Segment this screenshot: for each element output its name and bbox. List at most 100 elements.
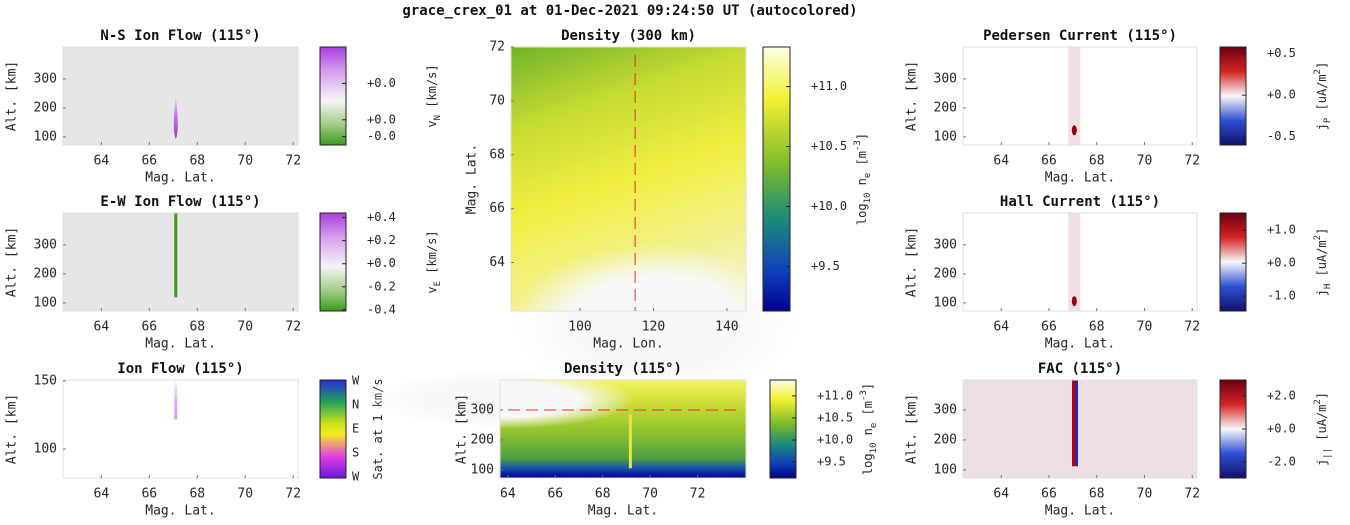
colorbar-tick-label: S: [352, 446, 359, 460]
colorbar-tick-label: W: [352, 470, 360, 484]
panel: Density (300 km) 100 120 140 64 66 68 70 72 Mag. …: [465, 28, 873, 404]
x-tick-label: 72: [1184, 154, 1200, 169]
field-feature: [1071, 380, 1075, 467]
field-feature: [1074, 380, 1078, 467]
y-axis-label: Alt. [km]: [5, 227, 20, 297]
x-tick-label: 140: [715, 320, 738, 335]
colorbar-tick-label: +0.0: [367, 112, 396, 126]
colorbar: [1219, 46, 1247, 146]
y-tick-label: 300: [934, 237, 957, 252]
panel-title: N-S Ion Flow (115°): [100, 28, 260, 44]
field-feature: [1071, 125, 1077, 136]
x-axis-label: Mag. Lat.: [588, 504, 658, 519]
y-axis-label: Alt. [km]: [5, 61, 20, 131]
colorbar-tick-label: +11.0: [811, 79, 847, 93]
plot-frame: [962, 379, 1198, 479]
x-tick-label: 120: [642, 320, 665, 335]
colorbar-label-part: v: [425, 286, 439, 293]
panel: Hall Current (115°) 64 66 68 70 72 100 200 300 Ma…: [905, 194, 1333, 352]
x-tick-label: 64: [94, 154, 110, 169]
y-axis-label: Mag. Lat.: [465, 144, 480, 214]
colorbar-label: log10 ne [m-3]: [859, 383, 879, 475]
colorbar-label-part: [uA/m: [1315, 74, 1329, 117]
colorbar-tick-label: +0.0: [367, 256, 396, 270]
y-tick-label: 100: [934, 129, 957, 144]
y-tick-label: 150: [34, 373, 57, 388]
colorbar-tick-label: -0.4: [367, 302, 396, 316]
colorbar-label-part: n: [855, 178, 869, 192]
colorbar-tick-label: +11.0: [817, 388, 853, 402]
panel-title: Density (300 km): [561, 28, 696, 44]
field-feature: [174, 213, 178, 298]
y-tick-label: 100: [34, 129, 57, 144]
colorbar-label: j|| [uA/m2]: [1313, 392, 1333, 466]
field-feature: [1068, 213, 1081, 311]
panel: Ion Flow (115°) 64 66 68 70 72 100 150 Mag. Lat.…: [5, 361, 385, 519]
field: [63, 47, 298, 145]
colorbar-tick-label: +0.2: [367, 233, 396, 247]
colorbar-tick-label: +1.0: [1267, 223, 1296, 237]
figure-title: grace_crex_01 at 01-Dec-2021 09:24:50 UT…: [402, 3, 857, 19]
x-axis-label: Mag. Lat.: [145, 337, 215, 352]
x-tick-label: 72: [285, 487, 301, 502]
y-tick-label: 300: [934, 402, 957, 417]
y-axis-label: Alt. [km]: [5, 394, 20, 464]
x-tick-label: 64: [993, 154, 1009, 169]
field-feature: [174, 380, 178, 420]
plot-frame: [499, 379, 747, 479]
colorbar-tick-label: W: [352, 374, 360, 388]
colorbar-label-part: E: [433, 281, 443, 286]
x-axis-label: Mag. Lat.: [145, 171, 215, 186]
plot-frame: [62, 379, 299, 479]
colorbar-label: log10 ne [m-3]: [853, 133, 873, 225]
colorbar-tick-label: +0.0: [1267, 256, 1296, 270]
x-tick-label: 68: [1089, 487, 1105, 502]
colorbar-label-part: [uA/m: [1315, 240, 1329, 283]
y-tick-label: 300: [34, 237, 57, 252]
field-feature: [1068, 47, 1081, 145]
colorbar-tick-label: +10.0: [817, 433, 853, 447]
x-tick-label: 64: [94, 320, 110, 335]
colorbar-label-part: log: [855, 203, 869, 225]
x-tick-label: 64: [500, 487, 516, 502]
x-tick-label: 64: [993, 487, 1009, 502]
colorbar-label-part: [km/s]: [425, 230, 439, 281]
y-axis-label: Alt. [km]: [455, 394, 470, 464]
colorbar-tick-label: N: [352, 398, 359, 412]
colorbar-label-part: [uA/m: [1315, 405, 1329, 448]
colorbar: [319, 212, 347, 312]
colorbar-label-part: [m: [861, 401, 875, 423]
x-axis-label: Mag. Lat.: [1045, 337, 1115, 352]
x-axis-label: Mag. Lon.: [593, 337, 663, 352]
colorbar: [319, 379, 347, 479]
y-tick-label: 200: [471, 432, 494, 447]
colorbar-label-part: 2: [1313, 399, 1323, 404]
x-tick-label: 72: [285, 154, 301, 169]
y-tick-label: 100: [471, 462, 494, 477]
x-tick-label: 72: [285, 320, 301, 335]
colorbar-label-part: j: [1315, 123, 1329, 130]
panel-title: Pedersen Current (115°): [983, 28, 1177, 44]
colorbar-label-part: e: [863, 173, 873, 178]
colorbar-label-part: N: [433, 115, 443, 120]
field-feature: [628, 414, 632, 469]
colorbar: [1219, 212, 1247, 312]
colorbar-label-part: ]: [1315, 392, 1329, 399]
plot-frame: [62, 46, 299, 146]
colorbar-label-part: H: [1323, 284, 1333, 289]
colorbar-tick-label: +0.0: [367, 76, 396, 90]
panel-title: Ion Flow (115°): [117, 361, 243, 377]
field-feature: [511, 245, 803, 404]
panel-title: FAC (115°): [1038, 361, 1122, 377]
x-tick-label: 72: [1184, 320, 1200, 335]
plot-frame: [962, 212, 1198, 312]
x-tick-label: 66: [1041, 154, 1057, 169]
colorbar-label-part: j: [1315, 459, 1329, 466]
x-tick-label: 70: [1137, 487, 1153, 502]
y-tick-label: 300: [471, 402, 494, 417]
x-tick-label: 68: [595, 487, 611, 502]
y-tick-label: 200: [34, 100, 57, 115]
colorbar-label-part: 2: [1313, 69, 1323, 74]
colorbar-label-part: [m: [855, 151, 869, 173]
y-tick-label: 200: [934, 266, 957, 281]
